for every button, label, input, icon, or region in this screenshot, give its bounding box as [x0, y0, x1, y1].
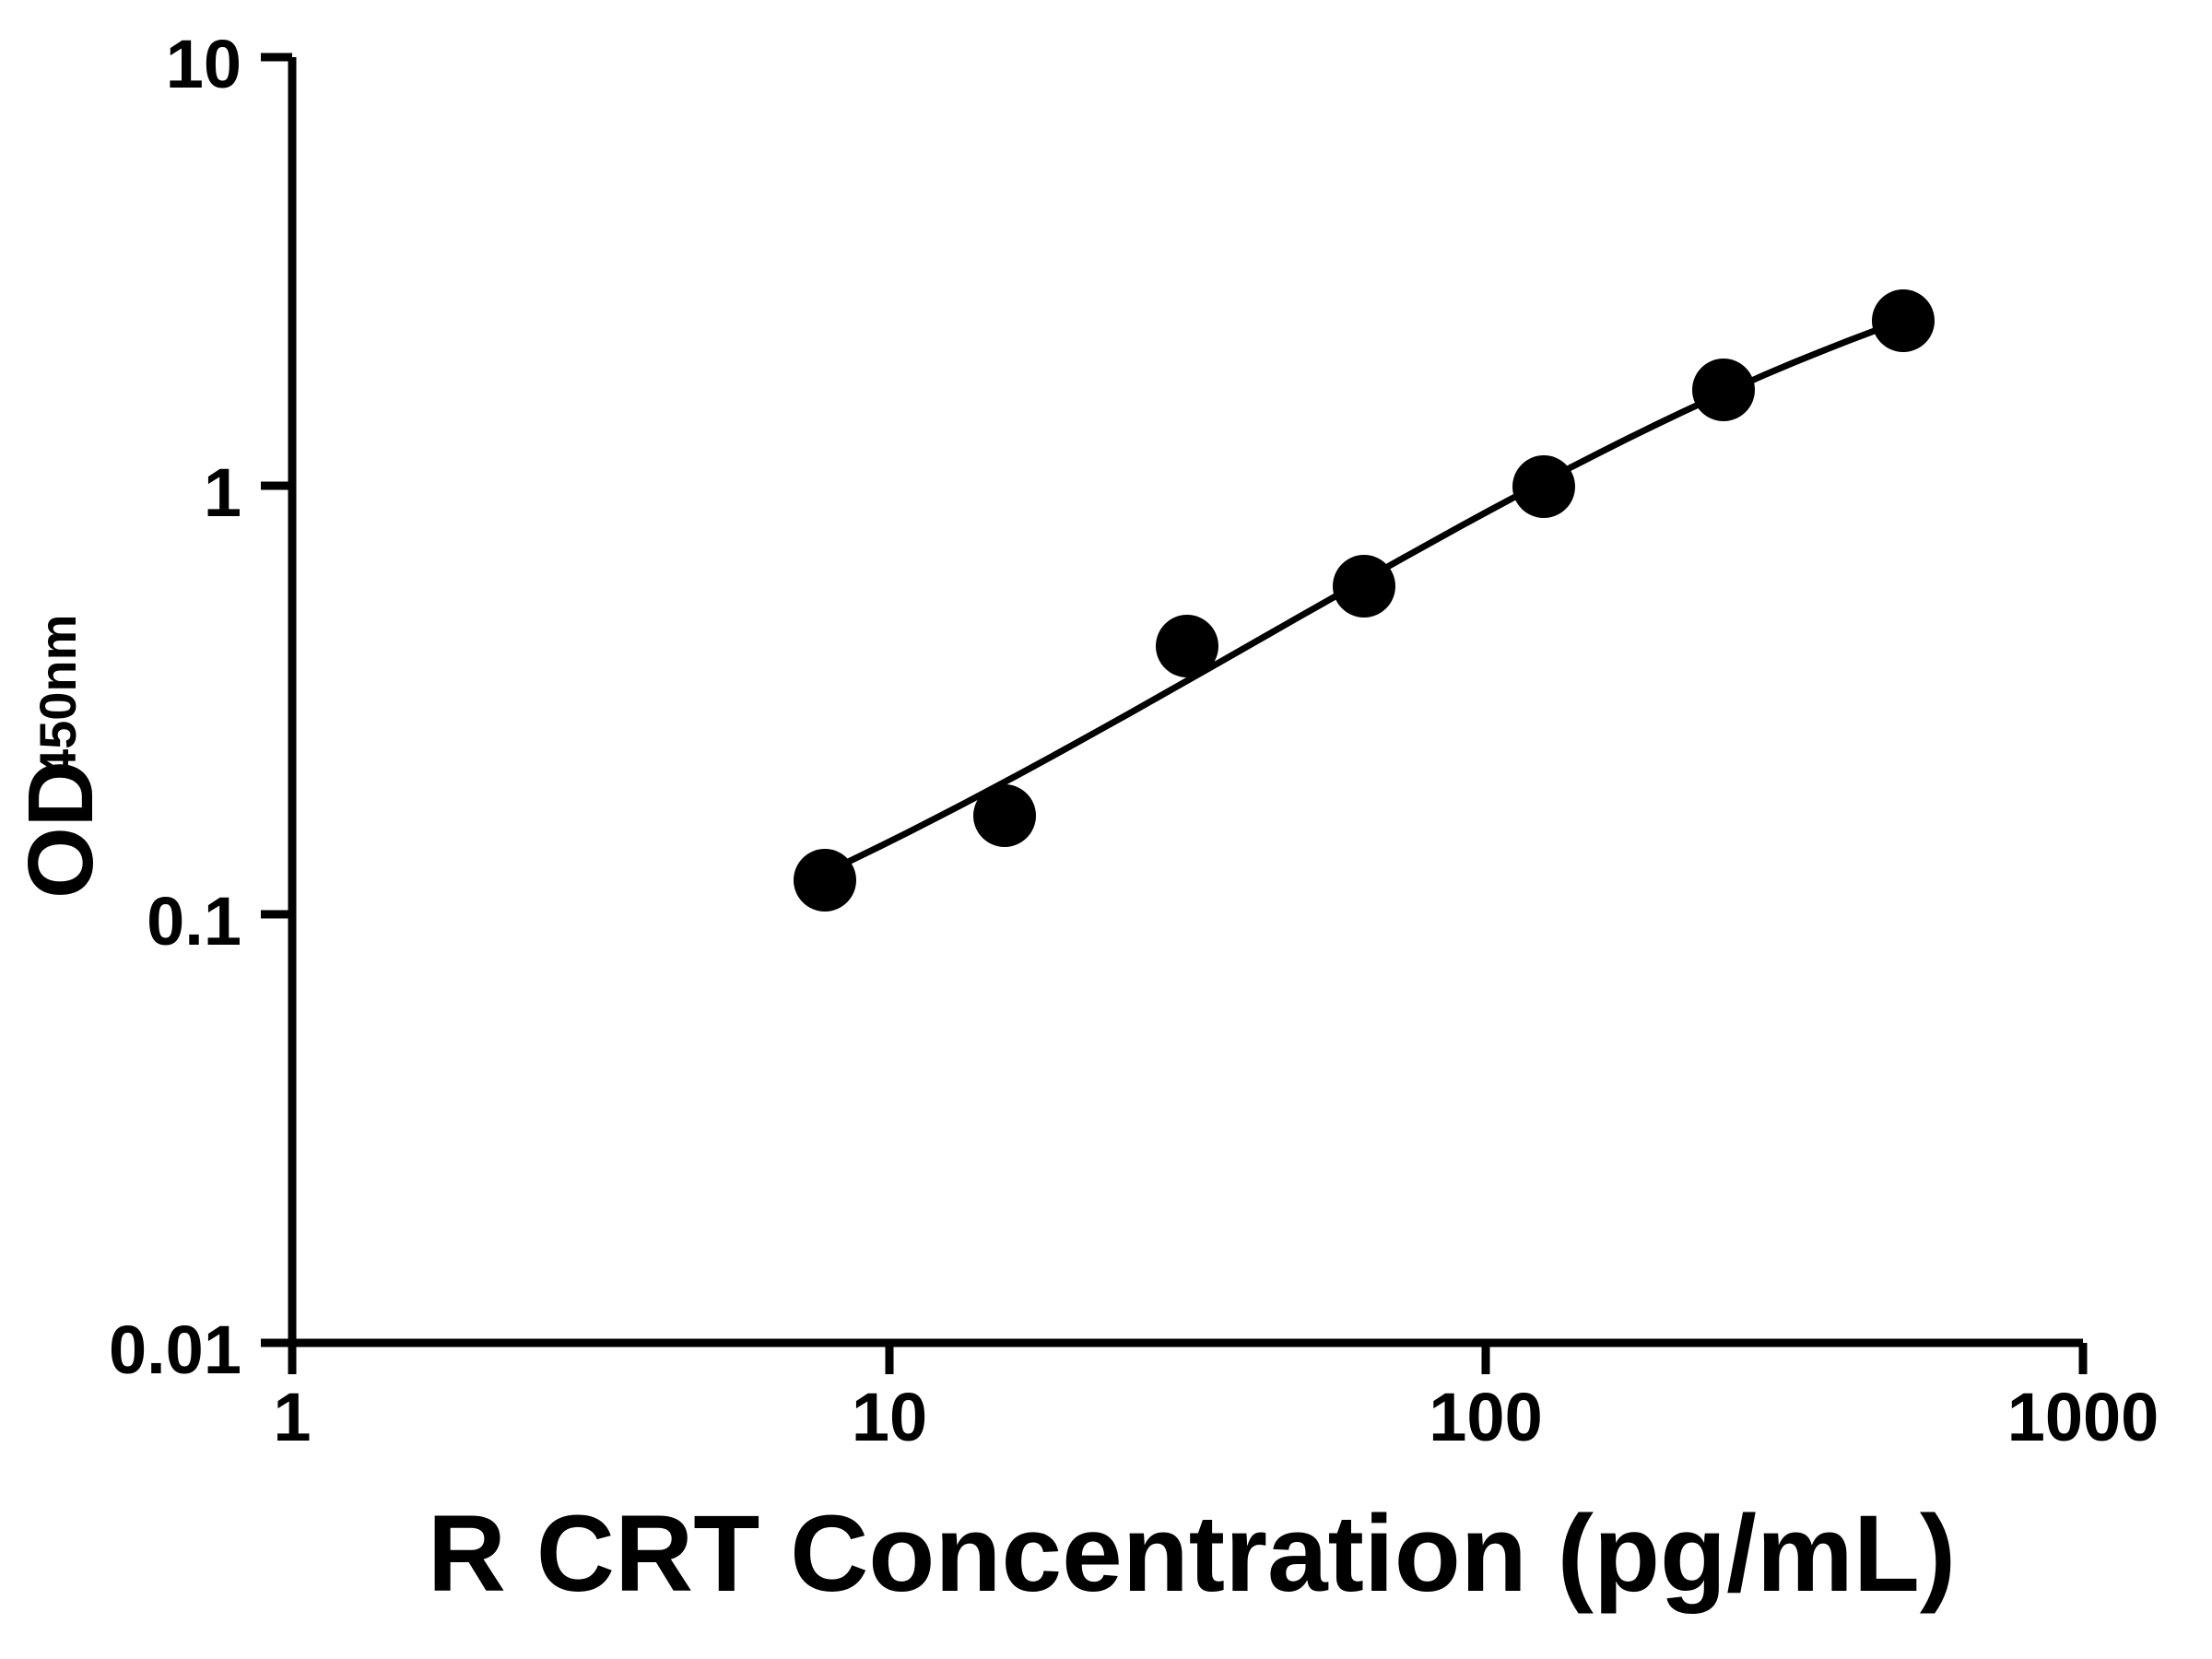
svg-text:100: 100: [1429, 1379, 1542, 1455]
svg-text:1: 1: [273, 1379, 311, 1455]
svg-text:10: 10: [852, 1379, 927, 1455]
svg-text:1: 1: [204, 454, 241, 531]
svg-text:450nm: 450nm: [29, 615, 87, 778]
svg-text:10: 10: [166, 26, 241, 102]
svg-text:OD: OD: [9, 760, 112, 899]
svg-text:1000: 1000: [2007, 1379, 2159, 1455]
svg-text:0.01: 0.01: [109, 1312, 241, 1388]
svg-text:0.1: 0.1: [147, 883, 241, 959]
svg-text:R CRT Concentration (pg/mL): R CRT Concentration (pg/mL): [428, 1493, 1956, 1615]
